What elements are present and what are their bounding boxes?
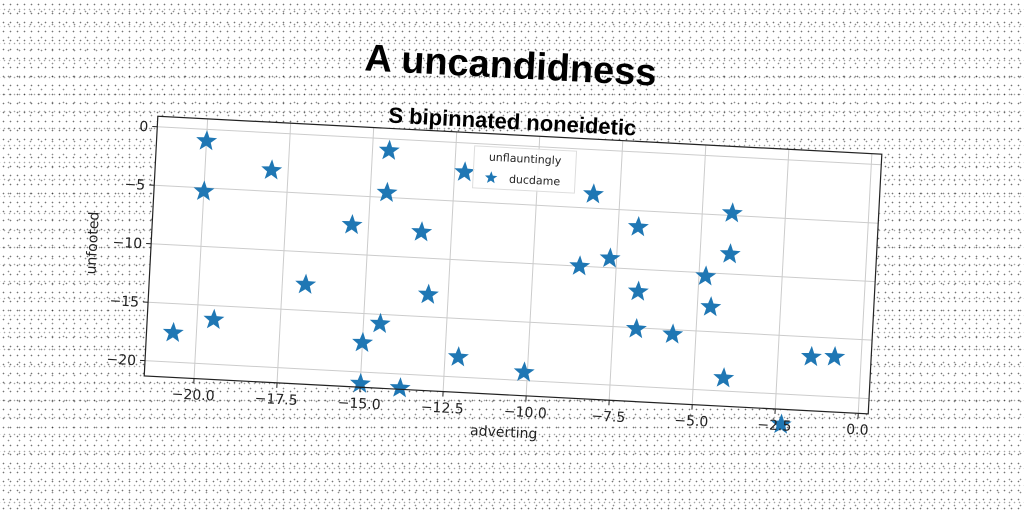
x-tick-label: −2.5: [757, 417, 792, 435]
y-tick-label: −5: [124, 177, 145, 194]
data-point-star: [569, 255, 591, 276]
data-point-star: [193, 180, 215, 201]
data-point-star: [196, 130, 218, 151]
data-point-star: [625, 317, 647, 339]
x-tick-label: −17.5: [254, 391, 298, 409]
x-tick-label: −10.0: [503, 404, 547, 422]
x-axis-label: adverting: [470, 423, 538, 442]
data-point-star: [352, 331, 374, 352]
data-point-star: [662, 323, 684, 344]
y-tick-label: −10: [112, 235, 142, 253]
data-point-star: [295, 273, 317, 294]
x-grid-line: [276, 123, 292, 383]
x-grid-line: [857, 153, 873, 414]
data-point-star: [800, 345, 822, 367]
data-point-star: [719, 243, 741, 264]
data-point-star: [695, 265, 717, 286]
y-tick-label: −20: [106, 352, 136, 370]
data-point-star: [700, 296, 722, 317]
data-point-star: [369, 312, 391, 333]
y-grid-line: [151, 243, 876, 283]
y-grid-line: [154, 184, 879, 224]
x-grid-line: [608, 140, 624, 401]
data-point-star: [341, 213, 363, 235]
data-point-star: [417, 283, 439, 304]
legend: unflauntingly ducdame: [471, 145, 578, 194]
data-point-star: [203, 308, 225, 329]
x-tick-label: 0.0: [846, 422, 869, 439]
data-point-star: [376, 181, 398, 202]
y-tick-label: −15: [109, 293, 139, 311]
plot-background: [144, 116, 882, 414]
data-point-star: [721, 202, 743, 223]
y-axis-label: unfooted: [83, 211, 102, 275]
data-point-star: [824, 345, 846, 367]
data-point-star: [599, 247, 621, 268]
data-point-star: [447, 346, 469, 367]
data-point-star: [162, 321, 184, 343]
axis-ticks: −20.0 −17.5 −15.0 −12.5 −10.0 −7.5 −5.0 −2.5 0.0…: [106, 119, 869, 439]
data-point-star: [583, 183, 604, 204]
data-point-star: [454, 161, 476, 182]
data-point-star: [411, 221, 433, 242]
data-point-star: [627, 280, 649, 301]
data-point-star: [770, 413, 792, 434]
x-tick-label: −12.5: [420, 399, 464, 417]
x-tick-label: −20.0: [171, 386, 215, 404]
x-tick-label: −15.0: [337, 395, 381, 413]
legend-title: unflauntingly: [489, 151, 563, 168]
x-grid-line: [774, 149, 790, 409]
x-tick-label: −7.5: [591, 408, 626, 426]
data-point-star: [513, 361, 535, 382]
x-grid-line: [442, 131, 458, 392]
legend-marker-star: [484, 171, 498, 184]
data-point-star: [261, 159, 283, 180]
data-point-star: [713, 367, 735, 388]
data-point-star: [378, 139, 400, 160]
data-points: [162, 130, 846, 434]
data-point-star: [350, 372, 371, 393]
chart-title-group: A uncandidness S bipinnated noneidetic: [364, 37, 658, 140]
plot-area: −20.0 −17.5 −15.0 −12.5 −10.0 −7.5 −5.0 −2.5 0.0…: [83, 115, 883, 443]
data-point-star: [627, 216, 649, 237]
y-grid-line: [144, 360, 870, 400]
legend-box: [471, 145, 578, 194]
chart-title: A uncandidness: [364, 37, 658, 94]
y-grid-line: [157, 126, 882, 166]
x-grid-line: [193, 118, 209, 379]
y-tick-label: 0: [139, 119, 149, 135]
plot-frame: [143, 115, 883, 415]
legend-entry-label: ducdame: [509, 173, 561, 189]
data-point-star: [389, 377, 411, 398]
y-grid-line: [148, 301, 873, 341]
x-tick-label: −5.0: [674, 413, 709, 431]
